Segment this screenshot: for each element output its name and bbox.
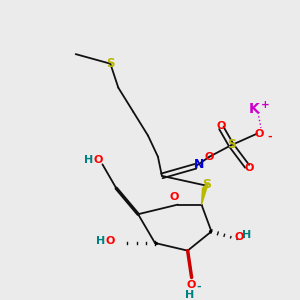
Text: H: H bbox=[242, 230, 252, 240]
Text: +: + bbox=[261, 100, 269, 110]
Text: H: H bbox=[96, 236, 105, 246]
Text: O: O bbox=[205, 152, 214, 162]
Text: S: S bbox=[227, 138, 236, 151]
Text: O: O bbox=[244, 163, 254, 173]
Text: O: O bbox=[169, 192, 178, 202]
Text: S: S bbox=[106, 57, 115, 70]
Text: O: O bbox=[94, 154, 103, 165]
Text: H: H bbox=[84, 154, 93, 165]
Text: K: K bbox=[249, 102, 260, 116]
Text: N: N bbox=[194, 158, 205, 171]
Text: O: O bbox=[187, 280, 196, 290]
Text: S: S bbox=[202, 178, 211, 191]
Text: -: - bbox=[268, 132, 272, 142]
Text: -: - bbox=[196, 282, 201, 292]
Text: H: H bbox=[185, 290, 194, 300]
Text: O: O bbox=[235, 232, 244, 242]
Text: O: O bbox=[106, 236, 115, 246]
Text: O: O bbox=[217, 121, 226, 131]
Polygon shape bbox=[202, 183, 208, 205]
Text: O: O bbox=[254, 129, 264, 139]
